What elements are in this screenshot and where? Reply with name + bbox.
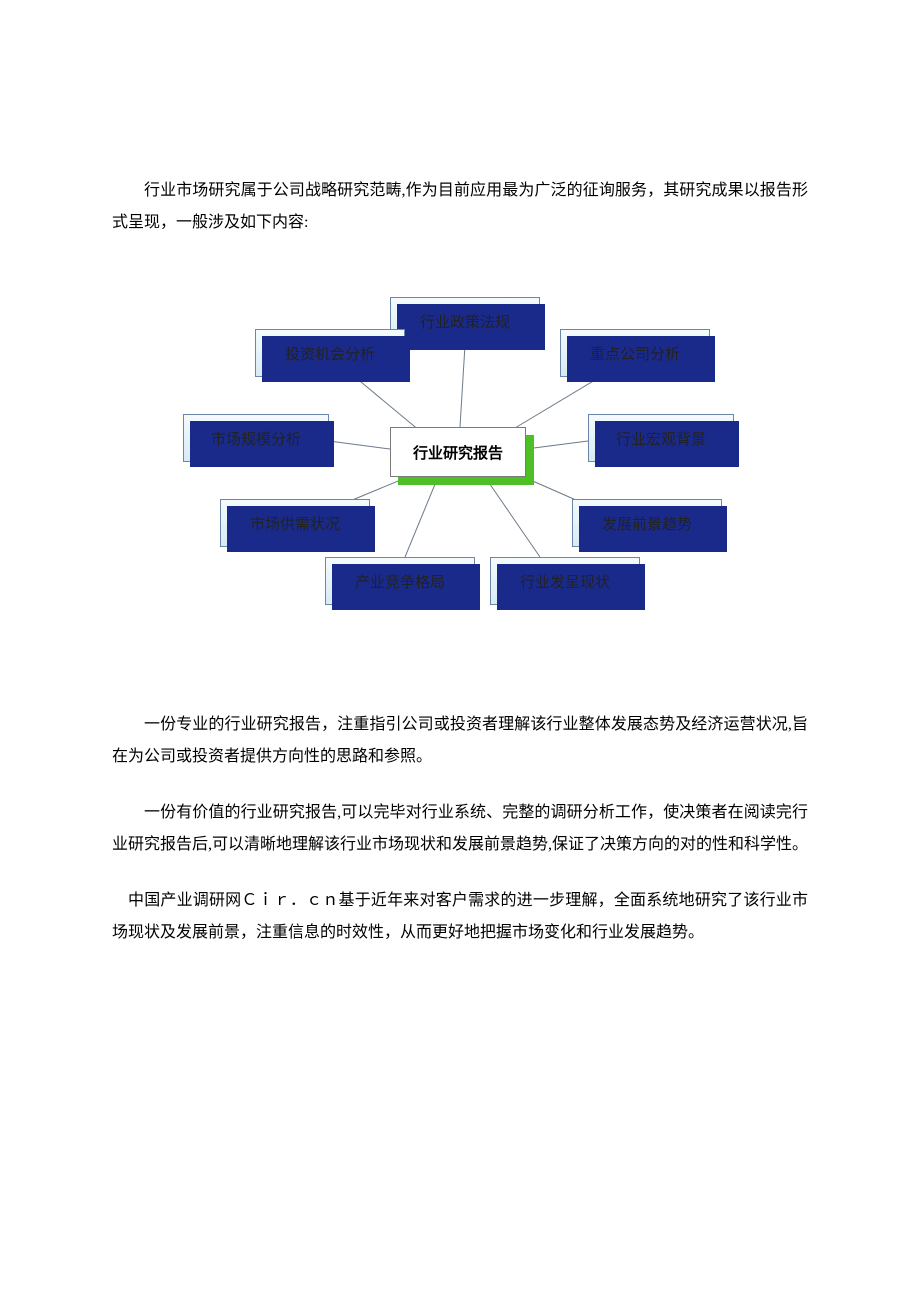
node-label: 市场供需状况 (250, 513, 340, 534)
node-label: 产业竞争格局 (355, 571, 445, 592)
node-prospect: 发展前景趋势 (572, 499, 722, 547)
body-paragraph-2: 一份有价值的行业研究报告,可以完毕对行业系统、完整的调研分析工作，使决策者在阅读… (112, 797, 808, 861)
center-node: 行业研究报告 (390, 427, 526, 477)
node-label: 发展前景趋势 (602, 513, 692, 534)
node-policy: 行业政策法规 (390, 297, 540, 345)
body-paragraph-3: 中国产业调研网Ｃｉｒ．ｃｎ基于近年来对客户需求的进一步理解，全面系统地研究了该行… (112, 885, 808, 949)
node-label: 投资机会分析 (285, 343, 375, 364)
node-macro: 行业宏观背景 (588, 414, 734, 462)
node-label: 重点公司分析 (590, 343, 680, 364)
node-scale: 市场规模分析 (183, 414, 329, 462)
node-invest: 投资机会分析 (255, 329, 405, 377)
node-compete: 产业竞争格局 (325, 557, 475, 605)
body-paragraph-1: 一份专业的行业研究报告，注重指引公司或投资者理解该行业整体发展态势及经济运营状况… (112, 709, 808, 773)
node-label: 行业发呈现状 (520, 571, 610, 592)
node-label: 行业宏观背景 (616, 428, 706, 449)
node-key-co: 重点公司分析 (560, 329, 710, 377)
node-supply: 市场供需状况 (220, 499, 370, 547)
page: 行业市场研究属于公司战略研究范畴,作为目前应用最为广泛的征询服务，其研究成果以报… (0, 0, 920, 949)
industry-report-diagram: 行业研究报告 行业政策法规 投资机会分析 重点公司分析 市场规模分析 行业宏观背… (180, 269, 740, 639)
center-node-label: 行业研究报告 (413, 442, 503, 463)
node-label: 行业政策法规 (420, 311, 510, 332)
node-label: 市场规模分析 (211, 428, 301, 449)
intro-paragraph: 行业市场研究属于公司战略研究范畴,作为目前应用最为广泛的征询服务，其研究成果以报… (112, 175, 808, 239)
node-status: 行业发呈现状 (490, 557, 640, 605)
